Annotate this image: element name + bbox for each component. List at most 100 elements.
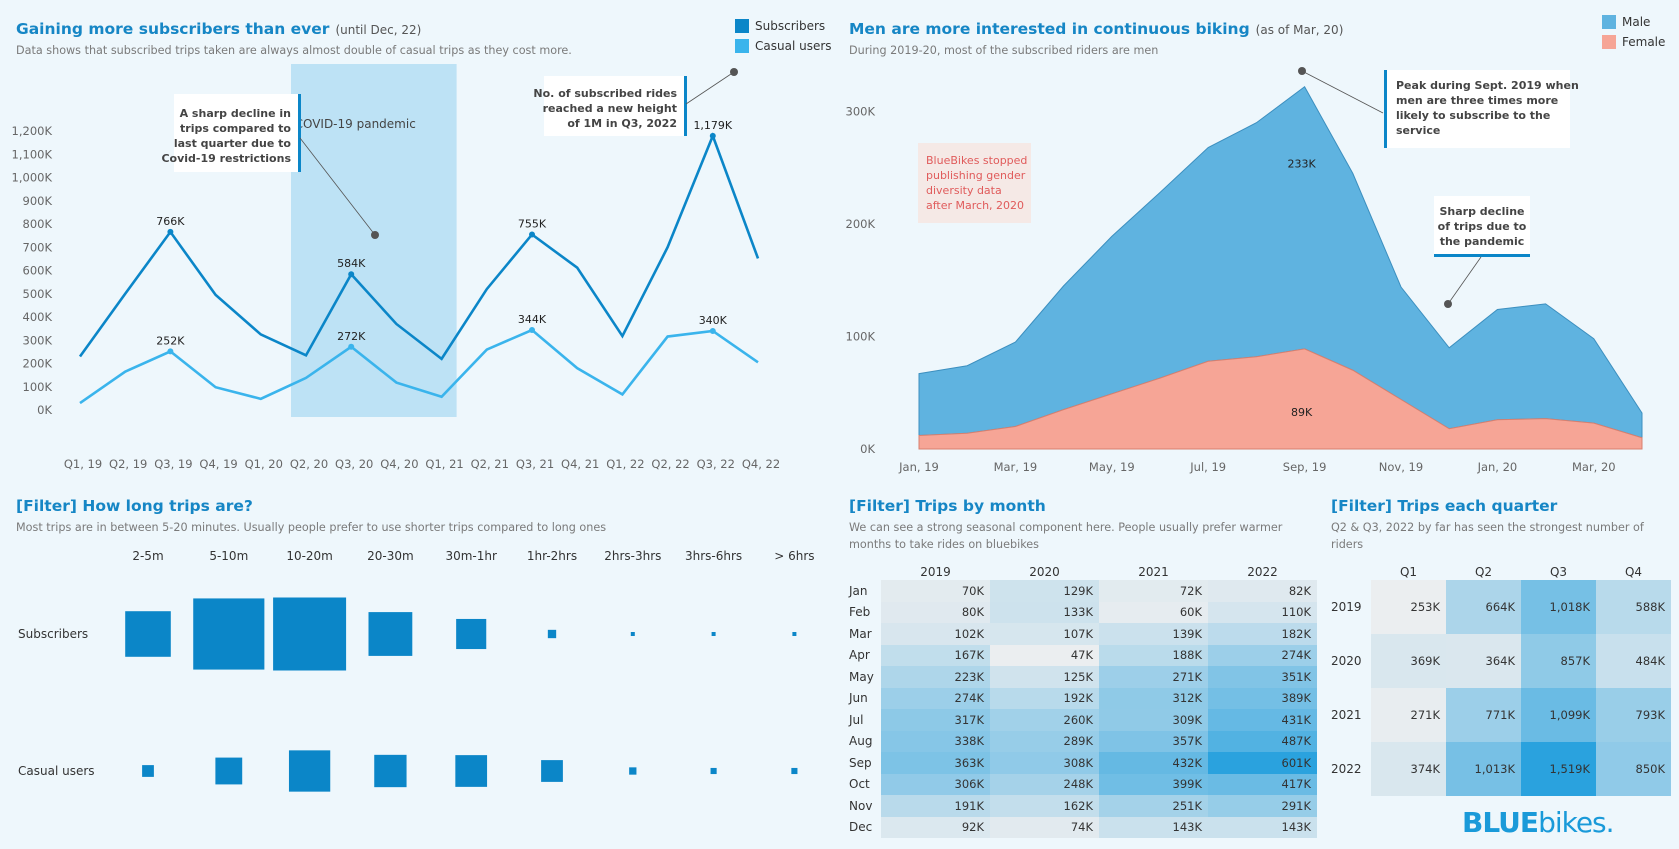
duration-square[interactable] (792, 632, 797, 636)
legend-item-casual-users[interactable]: Casual users (735, 36, 832, 56)
legend-item-male[interactable]: Male (1602, 12, 1665, 32)
heat-cell[interactable]: 82K (1208, 580, 1317, 602)
heat-cell[interactable]: 1,099K (1521, 688, 1596, 742)
heat-cell[interactable]: 357K (1099, 730, 1208, 752)
duration-square[interactable] (125, 611, 171, 657)
heat-cell[interactable]: 289K (990, 730, 1099, 752)
heat-cell[interactable]: 129K (990, 580, 1099, 602)
heat-cell[interactable]: 191K (881, 795, 990, 817)
heat-cell[interactable]: 369K (1371, 634, 1446, 688)
area-chart[interactable]: 0K 100K 200K 300K Jan, 19 Mar, 19 May, 19 Jul, … (835, 60, 1679, 480)
heat-cell[interactable]: 364K (1446, 634, 1521, 688)
heat-cell[interactable]: 74K (990, 816, 1099, 838)
duration-square[interactable] (368, 612, 413, 656)
legend-item-subscribers[interactable]: Subscribers (735, 16, 832, 36)
heat-cell[interactable]: 274K (881, 687, 990, 709)
heat-cell[interactable]: 417K (1208, 773, 1317, 795)
heat-cell[interactable]: 143K (1208, 816, 1317, 838)
heat-cell[interactable]: 1,519K (1521, 742, 1596, 796)
heat-cell[interactable]: 143K (1099, 816, 1208, 838)
duration-square[interactable] (193, 598, 265, 670)
duration-square[interactable] (455, 755, 488, 787)
heat-cell[interactable]: 312K (1099, 687, 1208, 709)
heat-cell[interactable]: 260K (990, 709, 1099, 731)
data-point[interactable] (348, 343, 355, 350)
duration-square[interactable] (288, 750, 331, 792)
heat-cell[interactable]: 1,018K (1521, 580, 1596, 634)
heat-cell[interactable]: 432K (1099, 752, 1208, 774)
quarter-heatmap[interactable]: Q1 Q2 Q3 Q4 2019 253K 664K 1,018K 588K 2020 369K 36… (1331, 564, 1671, 796)
duration-square[interactable] (710, 767, 717, 775)
heat-cell[interactable]: 80K (881, 601, 990, 623)
heat-cell[interactable]: 308K (990, 752, 1099, 774)
heat-cell[interactable]: 133K (990, 601, 1099, 623)
legend-item-female[interactable]: Female (1602, 32, 1665, 52)
duration-chart[interactable]: 2-5m 5-10m 10-20m 20-30m 30m-1hr 1hr-2hrs 2hrs… (0, 540, 835, 840)
heat-cell[interactable]: 363K (881, 752, 990, 774)
heat-cell[interactable]: 431K (1208, 709, 1317, 731)
line-chart[interactable]: COVID-19 pandemic 0K 100K 200K 300K 400K 500K 6… (0, 60, 835, 480)
heat-cell[interactable]: 484K (1596, 634, 1671, 688)
heat-cell[interactable]: 47K (990, 644, 1099, 666)
data-point[interactable] (709, 132, 716, 139)
heat-cell[interactable]: 188K (1099, 644, 1208, 666)
heat-cell[interactable]: 248K (990, 773, 1099, 795)
duration-square[interactable] (215, 757, 243, 785)
heat-cell[interactable]: 850K (1596, 742, 1671, 796)
heat-cell[interactable]: 70K (881, 580, 990, 602)
data-point[interactable] (167, 348, 174, 355)
heat-cell[interactable]: 306K (881, 773, 990, 795)
monthly-heatmap[interactable]: 2019 2020 2021 2022 Jan 70K 129K 72K 82K Feb 80K 13… (849, 564, 1317, 838)
heat-cell[interactable]: 182K (1208, 623, 1317, 645)
duration-square[interactable] (541, 760, 563, 782)
duration-square[interactable] (456, 618, 487, 650)
heat-cell[interactable]: 223K (881, 666, 990, 688)
data-point[interactable] (529, 327, 535, 334)
heat-cell[interactable]: 72K (1099, 580, 1208, 602)
duration-square[interactable] (142, 765, 154, 777)
data-point[interactable] (709, 327, 716, 334)
duration-square[interactable] (374, 754, 407, 788)
duration-square[interactable] (629, 767, 637, 775)
heat-cell[interactable]: 317K (881, 709, 990, 731)
heat-cell[interactable]: 110K (1208, 601, 1317, 623)
heat-cell[interactable]: 309K (1099, 709, 1208, 731)
data-point[interactable] (529, 231, 535, 238)
heat-cell[interactable]: 399K (1099, 773, 1208, 795)
heat-cell[interactable]: 274K (1208, 644, 1317, 666)
duration-square[interactable] (791, 767, 798, 775)
heat-cell[interactable]: 271K (1371, 688, 1446, 742)
heat-cell[interactable]: 60K (1099, 601, 1208, 623)
heat-cell[interactable]: 125K (990, 666, 1099, 688)
heat-cell[interactable]: 139K (1099, 623, 1208, 645)
heat-cell[interactable]: 102K (881, 623, 990, 645)
heat-cell[interactable]: 771K (1446, 688, 1521, 742)
duration-square[interactable] (273, 597, 347, 671)
heat-cell[interactable]: 857K (1521, 634, 1596, 688)
heat-cell[interactable]: 374K (1371, 742, 1446, 796)
heat-cell[interactable]: 253K (1371, 580, 1446, 634)
area-female[interactable] (918, 348, 1643, 450)
duration-square[interactable] (630, 632, 635, 636)
heat-cell[interactable]: 588K (1596, 580, 1671, 634)
heat-cell[interactable]: 107K (990, 623, 1099, 645)
heat-cell[interactable]: 291K (1208, 795, 1317, 817)
data-point[interactable] (348, 271, 355, 278)
heat-cell[interactable]: 351K (1208, 666, 1317, 688)
heat-cell[interactable]: 271K (1099, 666, 1208, 688)
heat-cell[interactable]: 192K (990, 687, 1099, 709)
heat-cell[interactable]: 338K (881, 730, 990, 752)
heat-cell[interactable]: 601K (1208, 752, 1317, 774)
heat-cell[interactable]: 487K (1208, 730, 1317, 752)
heat-cell[interactable]: 167K (881, 644, 990, 666)
heat-cell[interactable]: 1,013K (1446, 742, 1521, 796)
heat-cell[interactable]: 92K (881, 816, 990, 838)
heat-cell[interactable]: 664K (1446, 580, 1521, 634)
data-point[interactable] (167, 228, 174, 235)
heat-cell[interactable]: 251K (1099, 795, 1208, 817)
series-line-subscribers[interactable] (78, 132, 760, 361)
duration-square[interactable] (711, 632, 716, 636)
heat-cell[interactable]: 793K (1596, 688, 1671, 742)
series-line-casual-users[interactable] (79, 328, 759, 405)
heat-cell[interactable]: 389K (1208, 687, 1317, 709)
